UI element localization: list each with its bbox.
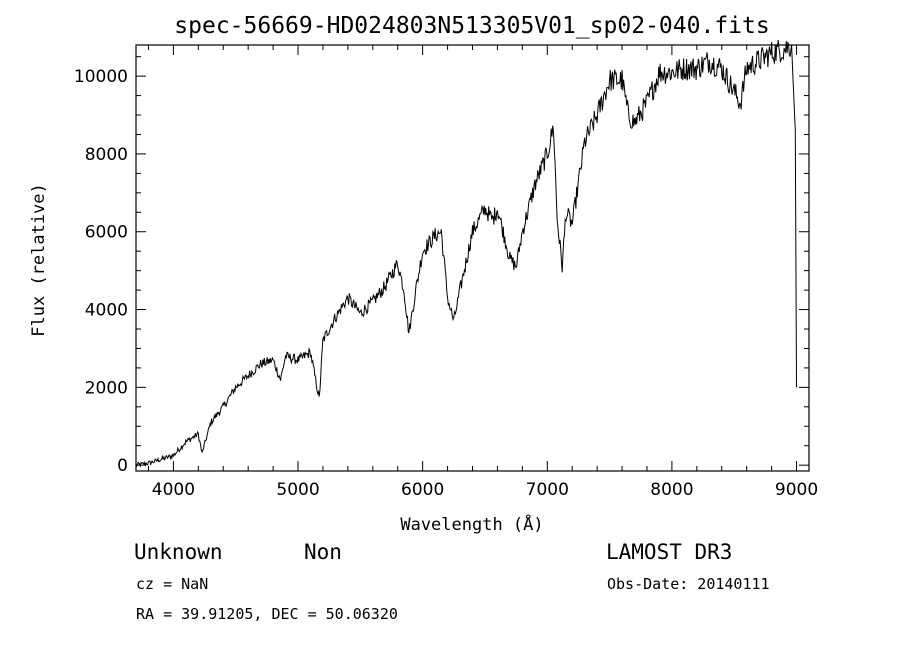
x-tick-label: 7000 (526, 480, 569, 500)
survey-label: LAMOST DR3 (606, 540, 732, 564)
axis-ticks (136, 45, 809, 471)
y-tick-label: 0 (117, 456, 128, 476)
y-tick-label: 10000 (74, 67, 128, 87)
chart-title: spec-56669-HD024803N513305V01_sp02-040.f… (174, 13, 769, 39)
subclass-label: Non (304, 540, 342, 564)
x-axis-label: Wavelength (Å) (400, 513, 543, 535)
y-tick-label: 8000 (85, 145, 128, 165)
y-tick-label: 4000 (85, 301, 128, 321)
y-tick-label: 6000 (85, 223, 128, 243)
plot-frame (135, 44, 810, 472)
coordinates-text: RA = 39.91205, DEC = 50.06320 (136, 605, 398, 623)
x-tick-label: 5000 (276, 480, 319, 500)
obs-date-text: Obs-Date: 20140111 (607, 575, 770, 593)
redshift-text: cz = NaN (136, 575, 208, 593)
x-tick-label: 9000 (775, 480, 818, 500)
y-tick-label: 2000 (85, 378, 128, 398)
y-axis-label: Flux (relative) (29, 183, 49, 337)
x-tick-label: 6000 (401, 480, 444, 500)
x-tick-label: 8000 (650, 480, 693, 500)
x-tick-labels: 4000 5000 6000 7000 8000 9000 (152, 480, 818, 500)
x-tick-label: 4000 (152, 480, 195, 500)
y-tick-labels: 0 2000 4000 6000 8000 10000 (74, 67, 128, 476)
spectrum-line (135, 40, 797, 468)
class-label: Unknown (134, 540, 223, 564)
